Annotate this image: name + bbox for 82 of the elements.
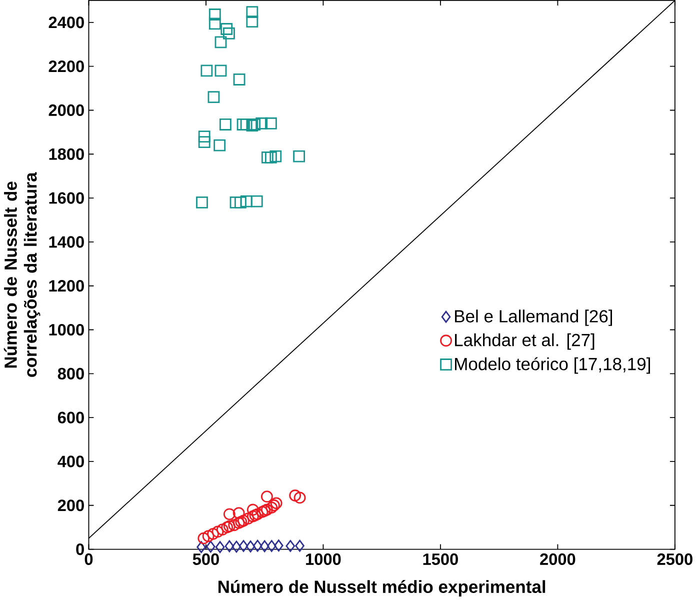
- point: [202, 530, 214, 542]
- point: [270, 497, 282, 509]
- point: [293, 150, 306, 162]
- point: [216, 523, 228, 536]
- point: [238, 514, 250, 527]
- point: [270, 150, 282, 162]
- y-tick-label: 2000: [48, 104, 84, 116]
- y-tick-label: 1600: [49, 192, 84, 204]
- point: [206, 540, 216, 552]
- point: [274, 539, 284, 552]
- point: [266, 540, 276, 552]
- point: [295, 540, 304, 552]
- y-axis-title: Número de Nusselt de correlações da literatura: [4, 172, 40, 377]
- point: [256, 117, 268, 130]
- point: [200, 64, 213, 76]
- legend-label: Modelo teórico [17,18,19]: [455, 357, 650, 374]
- x-tick-label: 1000: [306, 553, 341, 565]
- point: [234, 196, 246, 208]
- y-tick-label: 600: [58, 412, 84, 424]
- y-tick-label: 200: [58, 499, 84, 511]
- point: [246, 15, 258, 28]
- point: [198, 130, 210, 142]
- y-tick-label: 1200: [49, 280, 84, 292]
- y-tick-label: 0: [76, 543, 84, 555]
- point: [208, 8, 221, 20]
- point: [208, 18, 221, 30]
- point: [238, 540, 248, 552]
- point: [208, 90, 220, 103]
- point: [248, 118, 260, 130]
- point: [286, 540, 296, 552]
- x-tick-label: 500: [192, 553, 219, 565]
- point: [246, 510, 259, 522]
- y-tick-label: 2400: [48, 16, 84, 28]
- legend-label: Bel e Lallemand [26]: [455, 309, 612, 326]
- point: [260, 490, 273, 502]
- y-tick-label: 2200: [48, 60, 84, 72]
- point: [215, 540, 225, 553]
- x-tick-label: 2500: [657, 553, 692, 565]
- point: [232, 506, 245, 519]
- point: [232, 540, 242, 552]
- point: [235, 516, 248, 528]
- point: [252, 540, 262, 552]
- point: [264, 151, 277, 164]
- point: [214, 139, 226, 152]
- point: [198, 136, 210, 148]
- x-tick-label: 2000: [540, 553, 576, 565]
- point: [249, 509, 262, 522]
- point: [246, 504, 259, 516]
- point: [294, 492, 306, 504]
- point: [223, 508, 236, 520]
- y-tick-label: 1400: [49, 236, 84, 248]
- point: [250, 195, 263, 208]
- point: [261, 151, 274, 164]
- point: [212, 526, 224, 538]
- point: [246, 6, 258, 18]
- y-tick-label: 1000: [49, 324, 84, 336]
- point: [224, 540, 234, 552]
- point: [219, 118, 232, 130]
- legend-label: Lakhdar et al. [27]: [455, 333, 594, 350]
- point: [264, 117, 277, 130]
- x-axis-title: Número de Nusselt médio experimental: [218, 580, 546, 596]
- point: [207, 528, 219, 540]
- point: [214, 64, 227, 76]
- point: [246, 540, 256, 552]
- x-tick-label: 0: [84, 553, 93, 565]
- point: [214, 36, 227, 48]
- y-tick-label: 800: [58, 368, 84, 380]
- point: [246, 119, 258, 132]
- point: [198, 532, 210, 544]
- y-tick-label: 1800: [49, 148, 84, 160]
- y-tick-label: 400: [58, 455, 84, 468]
- point: [196, 540, 206, 553]
- point: [268, 499, 280, 512]
- point: [196, 196, 208, 208]
- point: [233, 73, 246, 86]
- point: [228, 518, 240, 531]
- x-tick-label: 1500: [423, 553, 458, 565]
- point: [223, 27, 235, 40]
- point: [289, 489, 302, 502]
- point: [240, 195, 252, 208]
- point: [220, 22, 233, 35]
- point: [260, 540, 270, 552]
